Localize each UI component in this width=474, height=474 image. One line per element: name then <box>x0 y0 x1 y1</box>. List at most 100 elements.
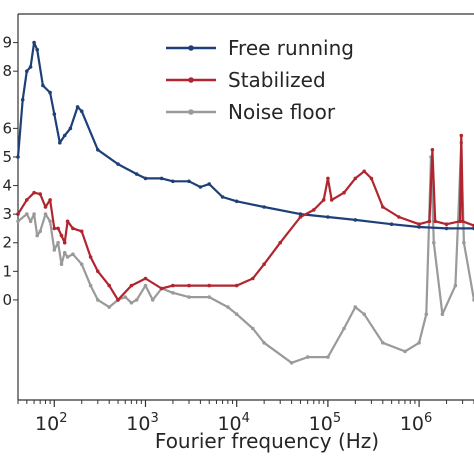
data-point <box>353 218 358 222</box>
data-point <box>62 133 67 138</box>
y-tick-label: 6 <box>2 119 12 137</box>
data-point <box>459 133 464 138</box>
data-point <box>134 298 139 302</box>
data-point <box>56 226 60 231</box>
data-point <box>59 262 64 267</box>
y-tick-label: 4 <box>2 177 12 195</box>
data-point <box>68 126 73 131</box>
data-point <box>79 229 84 234</box>
data-point <box>116 298 120 302</box>
data-point <box>159 176 164 181</box>
data-point <box>251 326 255 331</box>
data-point <box>262 205 266 209</box>
data-point <box>71 226 75 231</box>
data-point <box>187 283 191 288</box>
data-point <box>171 179 175 184</box>
data-point <box>234 312 239 317</box>
y-tick-label: 0 <box>2 291 12 309</box>
data-point <box>25 198 29 202</box>
legend-item: Noise floor <box>166 100 336 124</box>
legend-label: Noise floor <box>228 100 336 124</box>
data-point <box>129 283 134 288</box>
data-point <box>298 212 303 216</box>
data-point <box>58 140 62 145</box>
data-point <box>326 176 330 181</box>
data-point <box>143 176 148 181</box>
data-point <box>278 240 283 245</box>
data-point <box>389 222 394 226</box>
data-point <box>43 212 48 216</box>
legend-item: Stabilized <box>166 68 326 92</box>
data-point <box>32 40 36 45</box>
data-point <box>397 215 401 219</box>
series-line-noise-floor <box>17 141 474 364</box>
data-point <box>150 298 155 302</box>
data-point <box>427 219 432 224</box>
data-point <box>35 47 39 52</box>
data-point <box>417 222 421 226</box>
data-point <box>129 301 134 305</box>
data-point <box>342 326 346 331</box>
data-point <box>433 219 438 224</box>
data-point <box>432 240 436 245</box>
data-point <box>424 312 429 317</box>
data-point <box>298 215 303 219</box>
y-tick-label: 2 <box>2 234 12 252</box>
data-point <box>353 305 358 309</box>
data-point <box>52 112 57 116</box>
data-point <box>312 208 316 212</box>
data-point <box>329 198 334 202</box>
data-point <box>71 252 75 256</box>
data-point <box>453 283 458 288</box>
data-point <box>143 276 148 281</box>
legend-marker <box>188 45 194 51</box>
data-point <box>35 233 39 238</box>
data-point <box>38 229 42 234</box>
data-point <box>262 341 266 345</box>
data-point <box>187 179 191 184</box>
data-point <box>369 176 374 181</box>
legend: Free running Stabilized Noise floor <box>166 36 354 124</box>
data-point <box>460 219 465 224</box>
data-point <box>20 98 25 102</box>
data-point <box>462 240 466 245</box>
data-point <box>116 162 120 166</box>
x-tick-label: 104 <box>217 411 249 435</box>
legend-item: Free running <box>166 36 354 60</box>
data-point <box>381 341 385 345</box>
data-point <box>159 286 164 291</box>
data-point <box>326 215 330 219</box>
data-point <box>96 148 100 152</box>
data-point <box>65 255 70 259</box>
legend-label: Stabilized <box>228 68 326 92</box>
data-point <box>65 219 70 224</box>
data-point <box>48 90 52 95</box>
data-point <box>59 233 64 238</box>
data-point <box>96 269 100 274</box>
data-point <box>43 205 48 209</box>
data-point <box>251 276 255 281</box>
data-point <box>444 226 449 231</box>
data-point <box>28 65 33 69</box>
plot-frame <box>17 13 474 401</box>
data-point <box>187 295 191 299</box>
data-point <box>88 283 93 288</box>
data-point <box>430 148 435 152</box>
data-point <box>123 295 128 299</box>
data-point <box>171 291 175 295</box>
y-axis-ticks: 9 8 6 5 4 3 2 1 0 <box>2 34 18 309</box>
data-point <box>25 212 29 216</box>
legend-marker <box>188 109 194 115</box>
data-point <box>143 283 148 288</box>
data-point <box>226 305 230 309</box>
data-point <box>62 250 67 255</box>
series-lines <box>16 40 474 365</box>
data-point <box>107 283 111 288</box>
x-axis-label: Fourier frequency (Hz) <box>155 429 379 453</box>
data-point <box>79 109 84 113</box>
data-point <box>48 198 52 202</box>
data-point <box>342 190 346 195</box>
data-point <box>134 172 139 176</box>
data-point <box>289 361 294 365</box>
